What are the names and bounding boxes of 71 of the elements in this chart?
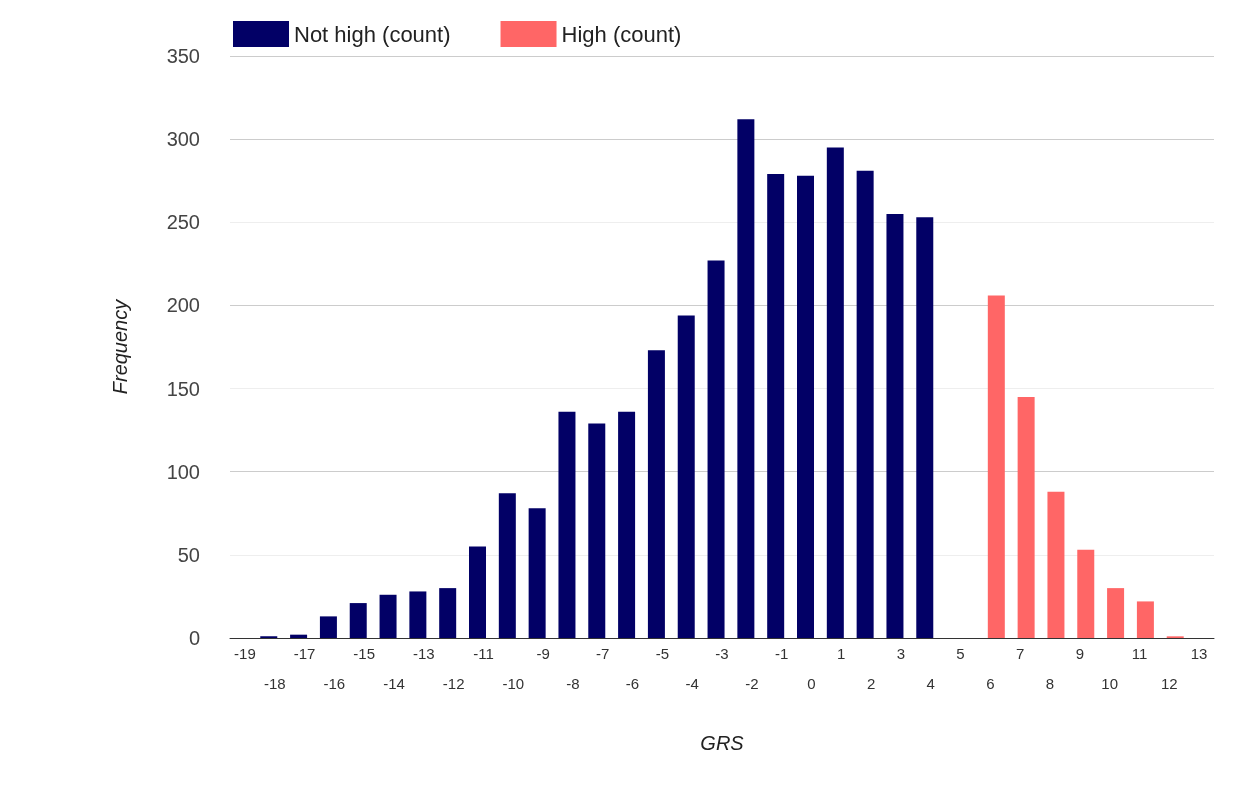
bar (767, 174, 785, 638)
y-tick-label: 50 (177, 543, 200, 566)
x-tick-label: -14 (383, 675, 405, 692)
bar (528, 508, 546, 638)
x-tick-label: 4 (926, 675, 935, 692)
x-tick-label: -4 (685, 675, 699, 692)
legend-label: Not high (count) (294, 21, 451, 47)
x-tick-label: 0 (807, 675, 816, 692)
x-tick-label: -12 (442, 675, 465, 692)
bar (409, 591, 427, 638)
bar (1136, 601, 1154, 638)
legend-label: High (count) (561, 21, 682, 47)
x-tick-label: -8 (566, 675, 580, 692)
bar (439, 588, 457, 638)
x-tick-label: 7 (1016, 645, 1025, 662)
bar (349, 603, 367, 638)
y-tick-label: 200 (166, 294, 200, 317)
bar (1047, 491, 1065, 638)
bar (558, 411, 576, 638)
x-tick-label: 2 (866, 675, 876, 692)
x-tick-label: -5 (655, 645, 670, 662)
x-tick-label: 10 (1101, 675, 1118, 692)
x-tick-label: 1 (837, 645, 846, 662)
y-tick-label: 150 (166, 377, 200, 400)
bar (707, 260, 725, 638)
bar (797, 175, 814, 638)
bar (677, 315, 695, 638)
x-axis-title: GRS (700, 732, 745, 754)
y-tick-label: 350 (166, 45, 200, 67)
bar (886, 213, 904, 638)
x-tick-label: -13 (412, 645, 435, 662)
bar (1077, 549, 1095, 638)
bar (856, 170, 874, 638)
x-tick-label: -18 (263, 675, 286, 692)
bar (916, 217, 934, 638)
x-tick-label: -9 (536, 645, 550, 662)
y-tick-label: 250 (166, 211, 200, 234)
bar (1107, 588, 1125, 638)
bar (826, 147, 844, 638)
x-tick-label: -7 (596, 645, 610, 662)
x-tick-label: -16 (323, 675, 346, 692)
x-tick-label: -19 (234, 645, 256, 662)
y-tick-label: 300 (166, 128, 200, 151)
x-tick-label: -11 (473, 645, 494, 662)
x-tick-label: -1 (774, 645, 789, 662)
x-tick-label: -2 (745, 675, 759, 692)
y-tick-label: 100 (166, 460, 200, 483)
bar (588, 423, 606, 638)
x-tick-label: -15 (353, 645, 376, 662)
bar (618, 411, 636, 638)
bar (469, 546, 486, 638)
x-tick-label: 8 (1045, 675, 1055, 692)
bar (498, 493, 516, 638)
x-tick-label: 3 (896, 645, 906, 662)
bar (319, 616, 337, 638)
x-tick-label: -3 (715, 645, 729, 662)
bar (647, 350, 665, 638)
x-tick-label: 6 (986, 675, 995, 692)
x-tick-label: 13 (1190, 645, 1208, 662)
bar (987, 295, 1005, 638)
bar (379, 594, 397, 638)
x-tick-label: -10 (502, 675, 525, 692)
x-tick-label: 11 (1131, 645, 1148, 662)
x-tick-label: -17 (293, 645, 316, 662)
bar (1017, 396, 1035, 638)
x-tick-label: 12 (1160, 675, 1178, 692)
bar (737, 119, 755, 638)
x-tick-label: -6 (625, 675, 640, 692)
x-tick-label: 9 (1075, 645, 1084, 662)
y-axis-title: Frequency (109, 298, 131, 395)
x-tick-label: 5 (956, 645, 965, 662)
